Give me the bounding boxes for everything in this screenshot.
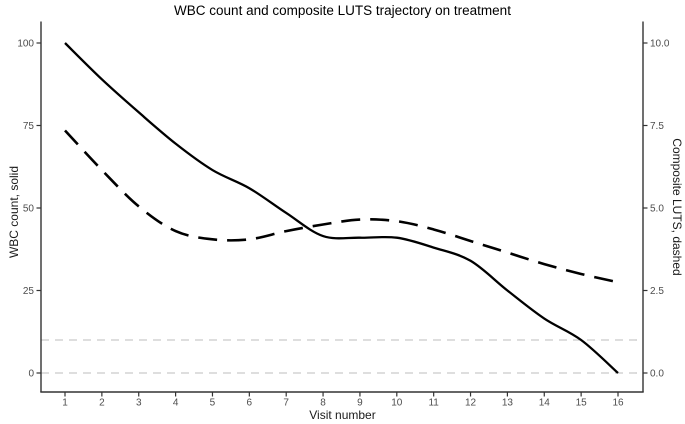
x-tick-label: 11 [428, 398, 439, 409]
x-tick-label: 14 [539, 398, 551, 409]
x-tick-label: 12 [465, 398, 477, 409]
right-tick-label: 7.5 [650, 121, 664, 132]
left-tick-label: 50 [23, 204, 35, 215]
x-tick-label: 4 [173, 398, 179, 409]
x-tick-label: 2 [99, 398, 105, 409]
x-tick-label: 1 [62, 398, 68, 409]
left-tick-label: 0 [28, 369, 34, 380]
x-tick-label: 6 [247, 398, 253, 409]
chart-title: WBC count and composite LUTS trajectory … [174, 3, 511, 18]
x-tick-label: 5 [210, 398, 216, 409]
x-tick-label: 10 [391, 398, 403, 409]
luts-dashed-line [64, 129, 619, 284]
x-tick-label: 13 [502, 398, 514, 409]
right-tick-label: 10.0 [650, 39, 670, 50]
x-tick-label: 3 [136, 398, 142, 409]
left-tick-label: 75 [23, 121, 35, 132]
right-tick-label: 0.0 [650, 369, 664, 380]
x-tick-label: 16 [612, 398, 624, 409]
right-tick-label: 5.0 [650, 204, 664, 215]
left-tick-label: 100 [17, 39, 34, 50]
right-tick-label: 2.5 [650, 286, 664, 297]
wbc-solid-line [64, 42, 619, 374]
left-tick-label: 25 [23, 286, 35, 297]
x-tick-label: 9 [357, 398, 363, 409]
x-axis-title: Visit number [309, 408, 376, 422]
x-tick-label: 7 [283, 398, 289, 409]
x-tick-label: 8 [320, 398, 326, 409]
x-tick-label: 15 [576, 398, 588, 409]
